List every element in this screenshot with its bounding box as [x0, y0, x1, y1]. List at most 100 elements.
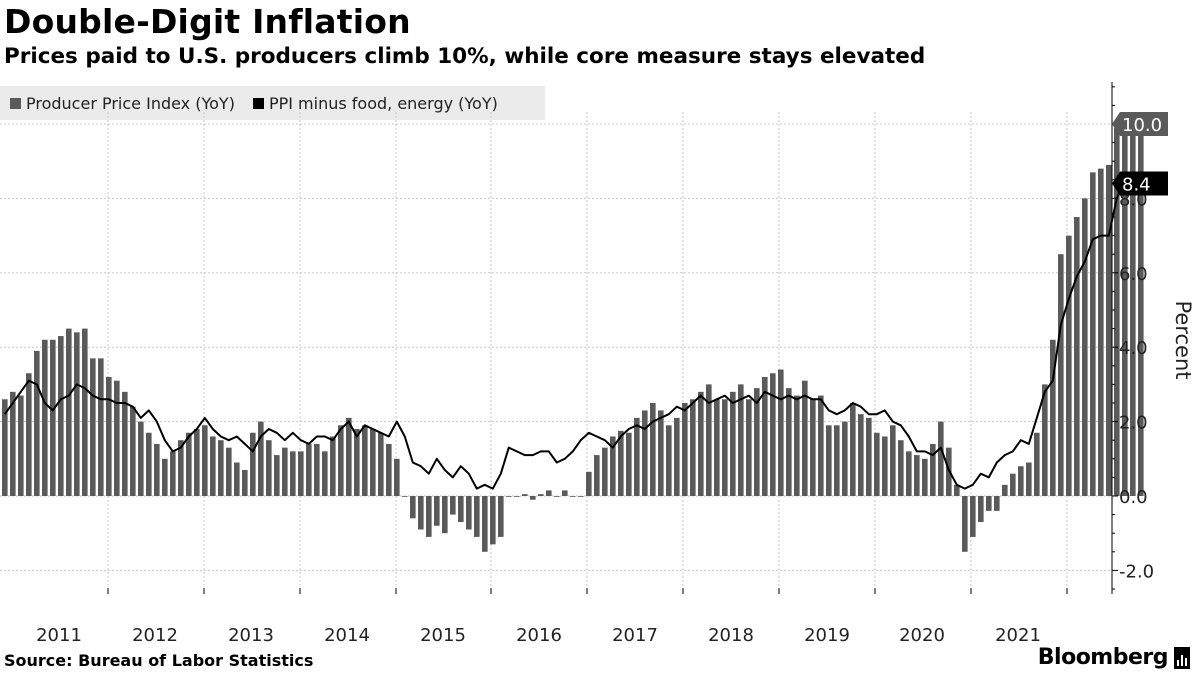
legend-label-core-ppi: PPI minus food, energy (YoY): [268, 93, 498, 113]
bar: [1018, 466, 1024, 496]
bar: [18, 395, 24, 496]
bar: [746, 399, 752, 496]
bar: [1050, 339, 1056, 496]
bar: [362, 425, 368, 496]
bar: [2, 399, 8, 496]
bar: [514, 496, 520, 497]
bar: [162, 458, 168, 496]
bar: [58, 336, 64, 496]
bar: [74, 332, 80, 496]
bar: [794, 395, 800, 496]
bar: [626, 432, 632, 496]
bar: [618, 430, 624, 496]
bar: [882, 436, 888, 496]
bar: [714, 399, 720, 496]
bar: [506, 496, 512, 497]
bar: [866, 417, 872, 496]
bar: [938, 421, 944, 496]
callout-core-ppi-shape: [1112, 171, 1168, 196]
bar: [698, 391, 704, 496]
bar: [266, 440, 272, 496]
bar: [474, 496, 480, 537]
bar: [82, 328, 88, 496]
bar: [330, 436, 336, 496]
bar: [402, 496, 408, 497]
bar: [1026, 462, 1032, 496]
x-tick-label: 2011: [36, 625, 82, 646]
bar: [458, 496, 464, 523]
bar: [602, 447, 608, 496]
bar: [994, 496, 1000, 511]
bar: [170, 451, 176, 496]
bar: [570, 496, 576, 497]
callout-ppi-shape: [1112, 112, 1168, 136]
bar: [234, 462, 240, 496]
bar: [210, 436, 216, 496]
legend-item-core-ppi: PPI minus food, energy (YoY): [252, 93, 498, 113]
chart-title: Double-Digit Inflation: [4, 2, 411, 41]
bar: [1106, 164, 1112, 497]
bar: [1082, 198, 1088, 496]
x-tick-label: 2017: [612, 625, 658, 646]
bar: [786, 388, 792, 496]
bar: [50, 339, 56, 496]
y-tick-label: -2.0: [1119, 561, 1154, 582]
bar: [178, 440, 184, 496]
x-tick-label: 2015: [420, 625, 466, 646]
bar: [666, 425, 672, 496]
bar: [106, 376, 112, 496]
bar: [850, 403, 856, 496]
bar: [610, 436, 616, 496]
bar: [658, 410, 664, 496]
x-tick-label: 2012: [132, 625, 178, 646]
bar: [378, 432, 384, 496]
bar: [890, 425, 896, 496]
bar: [738, 384, 744, 496]
brand-wordmark: Bloomberg: [1037, 645, 1169, 670]
x-tick-label: 2016: [516, 625, 562, 646]
bar: [1066, 235, 1072, 496]
bar: [778, 369, 784, 496]
bar: [762, 376, 768, 496]
bar: [466, 496, 472, 530]
legend-swatch-core-ppi: [252, 97, 264, 109]
bar: [594, 455, 600, 496]
bloomberg-logo: Bloomberg: [1038, 645, 1190, 670]
bloomberg-terminal-icon: [1174, 646, 1190, 669]
bar: [642, 410, 648, 496]
bar: [818, 395, 824, 496]
bar: [826, 425, 832, 496]
bar: [322, 451, 328, 496]
bar: [578, 496, 584, 497]
legend-label-ppi: Producer Price Index (YoY): [26, 93, 235, 113]
x-tick-label: 2018: [708, 625, 754, 646]
bar: [90, 358, 96, 496]
x-tick-label: 2013: [228, 625, 274, 646]
y-tick-label: 2.0: [1119, 413, 1148, 434]
bar: [426, 496, 432, 537]
bar: [810, 399, 816, 496]
bar: [522, 494, 528, 496]
bar: [338, 425, 344, 496]
source-note: Source: Bureau of Labor Statistics: [4, 651, 314, 670]
bar: [650, 403, 656, 496]
bar: [450, 496, 456, 515]
bar: [418, 496, 424, 530]
bar: [394, 458, 400, 496]
bar: [834, 425, 840, 496]
bar: [282, 447, 288, 496]
bar: [26, 373, 32, 496]
bar: [1114, 127, 1120, 496]
bar: [706, 384, 712, 496]
bar: [674, 417, 680, 496]
bar: [242, 469, 248, 496]
bar: [346, 417, 352, 496]
bar: [1042, 384, 1048, 496]
bar: [226, 447, 232, 496]
bar: [530, 496, 536, 500]
bar: [802, 380, 808, 496]
bar: [258, 421, 264, 496]
bar: [1034, 432, 1040, 496]
bar: [546, 490, 552, 496]
